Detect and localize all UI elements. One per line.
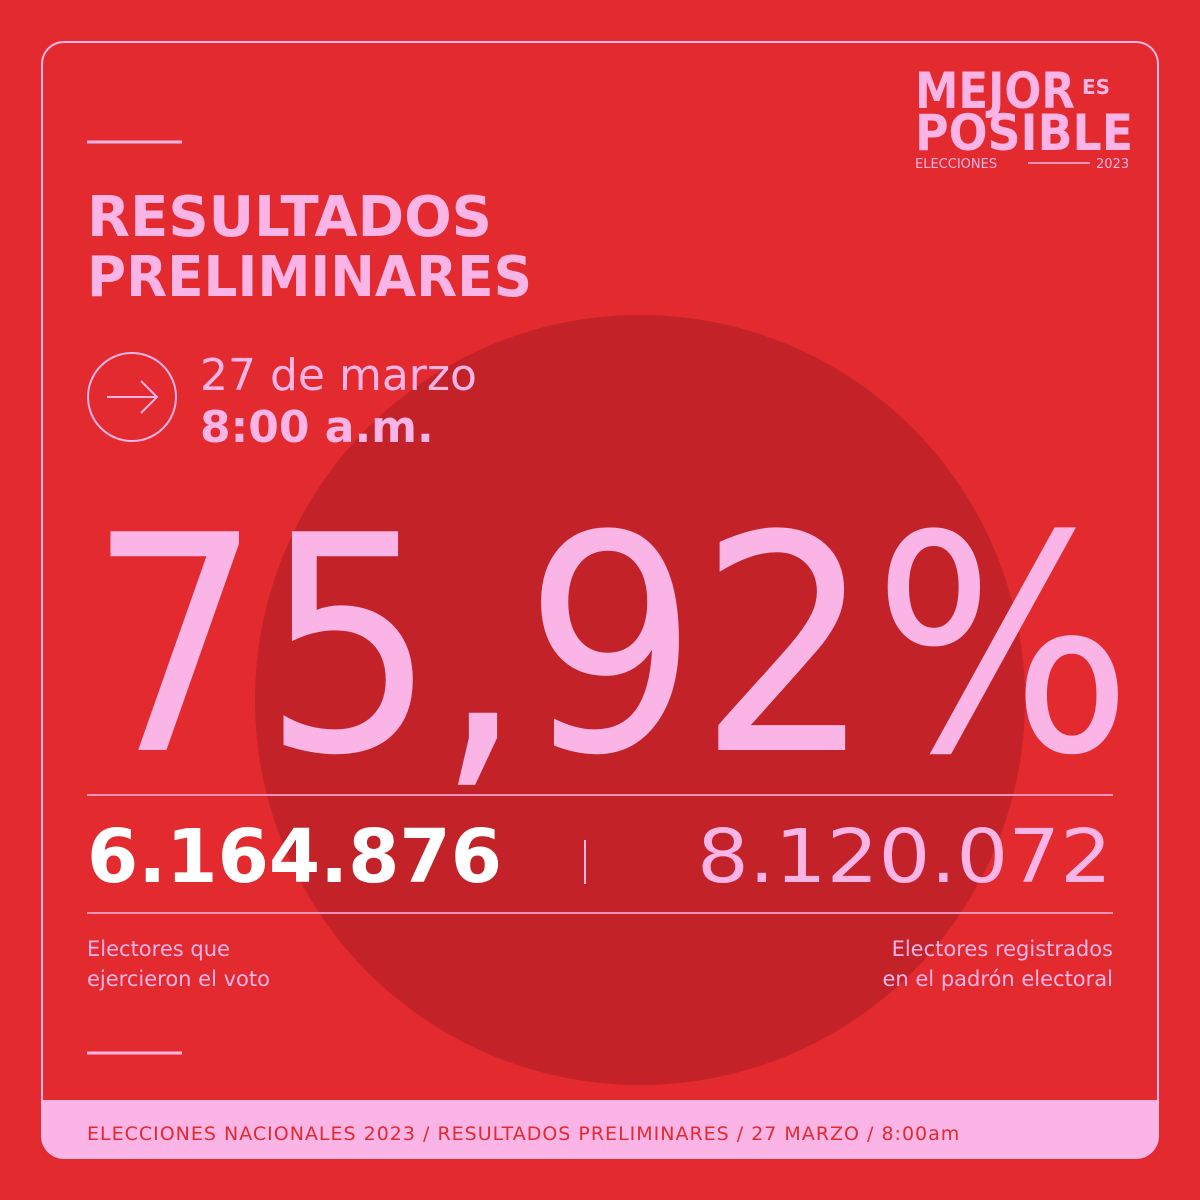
footer-text: ELECCIONES NACIONALES 2023 / RESULTADOS …	[87, 1123, 960, 1145]
stat-label: ejercieron el voto	[87, 967, 270, 991]
stat-number: 6.164.876	[87, 814, 502, 900]
title-line: PRELIMINARES	[87, 245, 532, 310]
stat-label: en el padrón electoral	[882, 967, 1113, 991]
stat-number: 8.120.072	[697, 814, 1112, 900]
logo-posible: POSIBLE	[915, 104, 1133, 162]
footer-band	[42, 1100, 1158, 1158]
logo-mejor: MEJOR	[915, 62, 1075, 120]
logo-year: 2023	[1096, 157, 1129, 172]
logo-es: ES	[1082, 75, 1110, 99]
title-line: RESULTADOS	[87, 185, 492, 250]
date-time: 8:00 a.m.	[200, 402, 434, 453]
stat-label: Electores registrados	[892, 937, 1113, 961]
logo-subtitle: ELECCIONES	[915, 157, 997, 172]
headline: 75,92%	[88, 472, 1133, 821]
date-day: 27 de marzo	[200, 350, 477, 401]
photo-circle	[255, 315, 1025, 1085]
arrow-circle	[87, 352, 177, 442]
arrow	[107, 380, 159, 414]
stat-label: Electores que	[87, 937, 230, 961]
